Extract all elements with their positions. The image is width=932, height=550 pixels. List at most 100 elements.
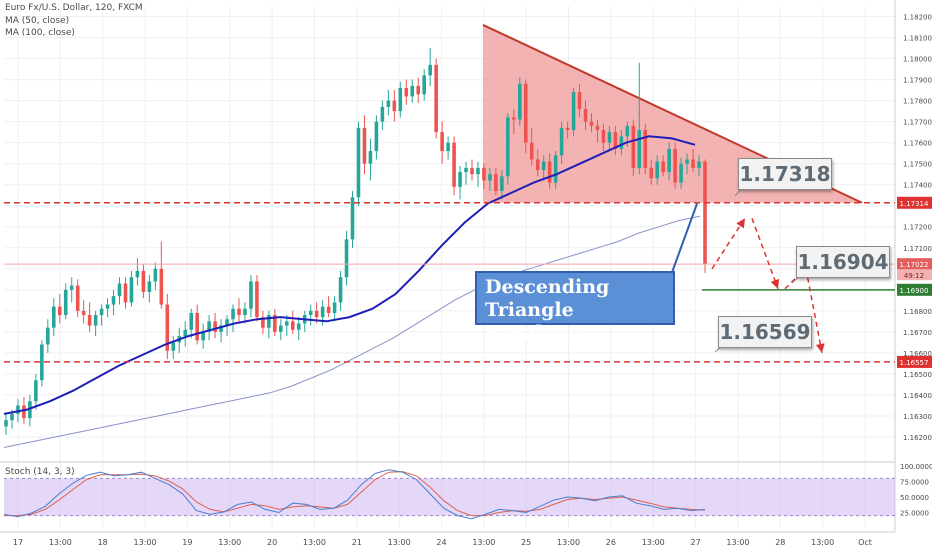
candle xyxy=(255,275,259,322)
candle-body xyxy=(691,159,695,168)
candle-body xyxy=(52,306,56,328)
candle xyxy=(464,161,468,185)
candle-body xyxy=(565,127,570,131)
candle xyxy=(631,119,636,177)
candle-body xyxy=(147,281,152,292)
candle xyxy=(201,323,205,349)
candle-body xyxy=(464,167,468,173)
candle-body xyxy=(273,315,277,332)
candle xyxy=(661,155,665,177)
price-tag-bg xyxy=(897,196,932,209)
candle-body xyxy=(380,106,385,122)
candle xyxy=(541,155,546,181)
candle xyxy=(470,159,474,181)
candle xyxy=(649,159,654,185)
pattern-label: Descending Triangle Breakout xyxy=(475,271,675,344)
price-tick-label: 1.16200 xyxy=(903,434,932,442)
candle-body xyxy=(171,342,176,351)
candle-body xyxy=(153,268,158,282)
projection-arrows xyxy=(661,187,825,354)
candle-body xyxy=(589,121,594,126)
candle-body xyxy=(135,270,140,278)
candle xyxy=(308,304,313,326)
candle-body xyxy=(338,277,343,303)
candle xyxy=(213,312,217,339)
candle-body xyxy=(488,174,492,181)
stoch-tick-label: 75.0000 xyxy=(900,479,929,487)
candle xyxy=(123,277,128,309)
candle xyxy=(332,296,337,322)
candle-body xyxy=(446,142,450,152)
candle xyxy=(279,319,283,341)
candle xyxy=(273,308,277,337)
candle xyxy=(529,127,534,166)
candle-body xyxy=(308,310,313,316)
candle xyxy=(571,87,576,137)
time-tick-label: 19 xyxy=(182,538,192,547)
price-tick-label: 1.18000 xyxy=(903,56,932,64)
candle-body xyxy=(452,142,456,187)
time-tick-label: 13:00 xyxy=(49,538,72,547)
candle-body xyxy=(75,285,80,311)
candle-body xyxy=(279,325,283,332)
price-tick-label: 1.17100 xyxy=(903,245,932,253)
time-tick-label: 25 xyxy=(521,538,531,547)
candle xyxy=(398,81,403,118)
candle-body xyxy=(655,161,659,179)
arrow-up-2 xyxy=(784,268,806,290)
candle-body xyxy=(69,285,74,290)
candle xyxy=(446,136,450,160)
candle-body xyxy=(285,321,289,326)
candle xyxy=(237,298,241,324)
candle xyxy=(231,304,235,332)
time-tick-label: 13:00 xyxy=(472,538,495,547)
candle xyxy=(350,191,355,248)
candle-body xyxy=(267,315,271,328)
candle xyxy=(667,142,671,181)
candle-body xyxy=(16,405,20,414)
candle xyxy=(117,277,122,305)
candle xyxy=(452,136,456,196)
candle-body xyxy=(697,161,701,168)
price-tick-label: 1.17900 xyxy=(903,77,932,85)
candle-body xyxy=(249,281,253,309)
price-tag-bg xyxy=(897,355,932,368)
countdown-label: 49:12 xyxy=(904,272,924,280)
candle-body xyxy=(416,85,421,95)
candle xyxy=(368,138,373,181)
candle xyxy=(63,283,68,320)
candle xyxy=(523,79,528,154)
time-tick-label: 24 xyxy=(436,538,446,547)
time-tick-label: Oct xyxy=(858,538,872,547)
candle xyxy=(595,119,600,143)
candle-body xyxy=(213,321,217,332)
candle xyxy=(613,125,618,156)
arrow-up xyxy=(711,217,746,270)
candle-body xyxy=(685,159,689,164)
candle xyxy=(410,79,415,103)
candle-body xyxy=(117,283,122,297)
ma100-path xyxy=(3,215,701,448)
candle-body xyxy=(619,136,624,149)
candle-body xyxy=(500,176,504,192)
candle-body xyxy=(356,127,361,198)
symbol-title: Euro Fx/U.S. Dollar, 120, FXCM xyxy=(5,3,143,13)
candle-body xyxy=(40,344,44,381)
candle-body xyxy=(392,100,397,112)
candle-body xyxy=(93,315,98,326)
candle-body xyxy=(81,310,86,316)
price-tick-label: 1.16600 xyxy=(903,350,932,358)
candle-body xyxy=(553,155,558,183)
candle xyxy=(488,167,492,192)
level-callout-3: 1.16569 xyxy=(718,316,812,348)
candle xyxy=(440,121,444,164)
ma50-path xyxy=(3,135,696,415)
ma100-line xyxy=(3,215,701,448)
candle-body xyxy=(159,268,164,305)
candle xyxy=(607,125,612,152)
candle xyxy=(46,319,50,353)
candle-body xyxy=(577,92,582,110)
